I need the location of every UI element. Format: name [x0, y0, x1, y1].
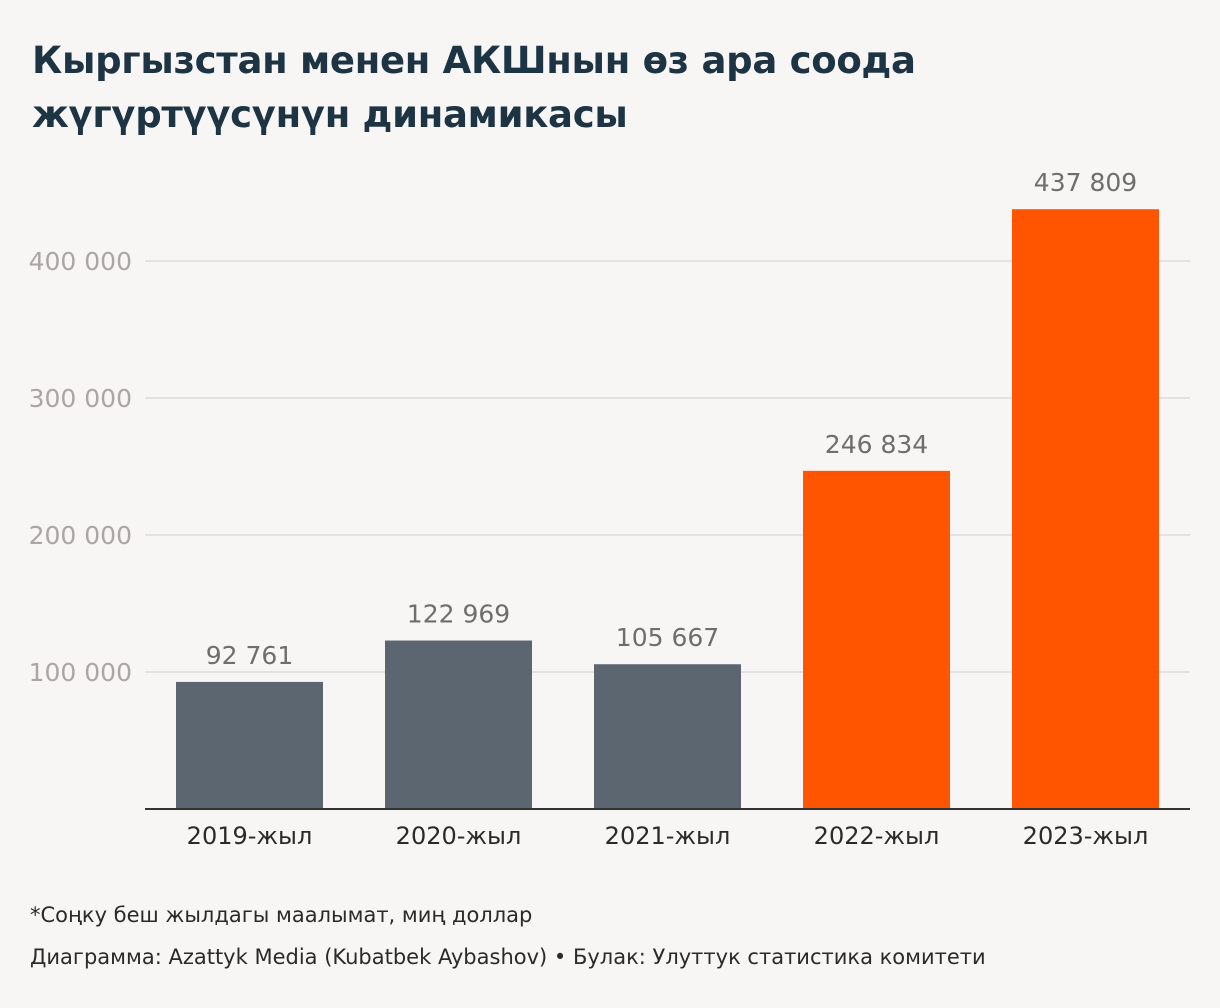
x-tick-label: 2020-жыл	[396, 822, 522, 850]
y-tick-label: 200 000	[29, 521, 132, 550]
y-tick-label: 300 000	[29, 384, 132, 413]
bar-value-label: 437 809	[1034, 168, 1137, 197]
bar	[385, 640, 532, 809]
bar	[594, 664, 741, 809]
bar-value-label: 246 834	[825, 430, 928, 459]
y-tick-label: 100 000	[29, 658, 132, 687]
bar-value-label: 122 969	[407, 600, 510, 629]
bar-value-label: 92 761	[206, 641, 293, 670]
footnote-credits: Диаграмма: Azattyk Media (Kubatbek Aybas…	[30, 945, 986, 969]
bar-chart: 100 000 200 000 300 000 400 000 92 761 2019-ж…	[29, 168, 1190, 850]
bar-value-label: 105 667	[616, 623, 719, 652]
footnote-note: *Соңку беш жылдагы маалымат, миң доллар	[30, 903, 533, 927]
chart-title: Кыргызстан менен АКШнын өз ара соода жүг…	[32, 39, 916, 136]
x-tick-label: 2021-жыл	[605, 822, 731, 850]
bar	[1012, 209, 1159, 810]
x-tick-label: 2023-жыл	[1023, 822, 1149, 850]
x-tick-label: 2019-жыл	[187, 822, 313, 850]
bar	[176, 681, 323, 809]
x-tick-label: 2022-жыл	[814, 822, 940, 850]
y-tick-label: 400 000	[29, 247, 132, 276]
bar	[803, 470, 950, 809]
